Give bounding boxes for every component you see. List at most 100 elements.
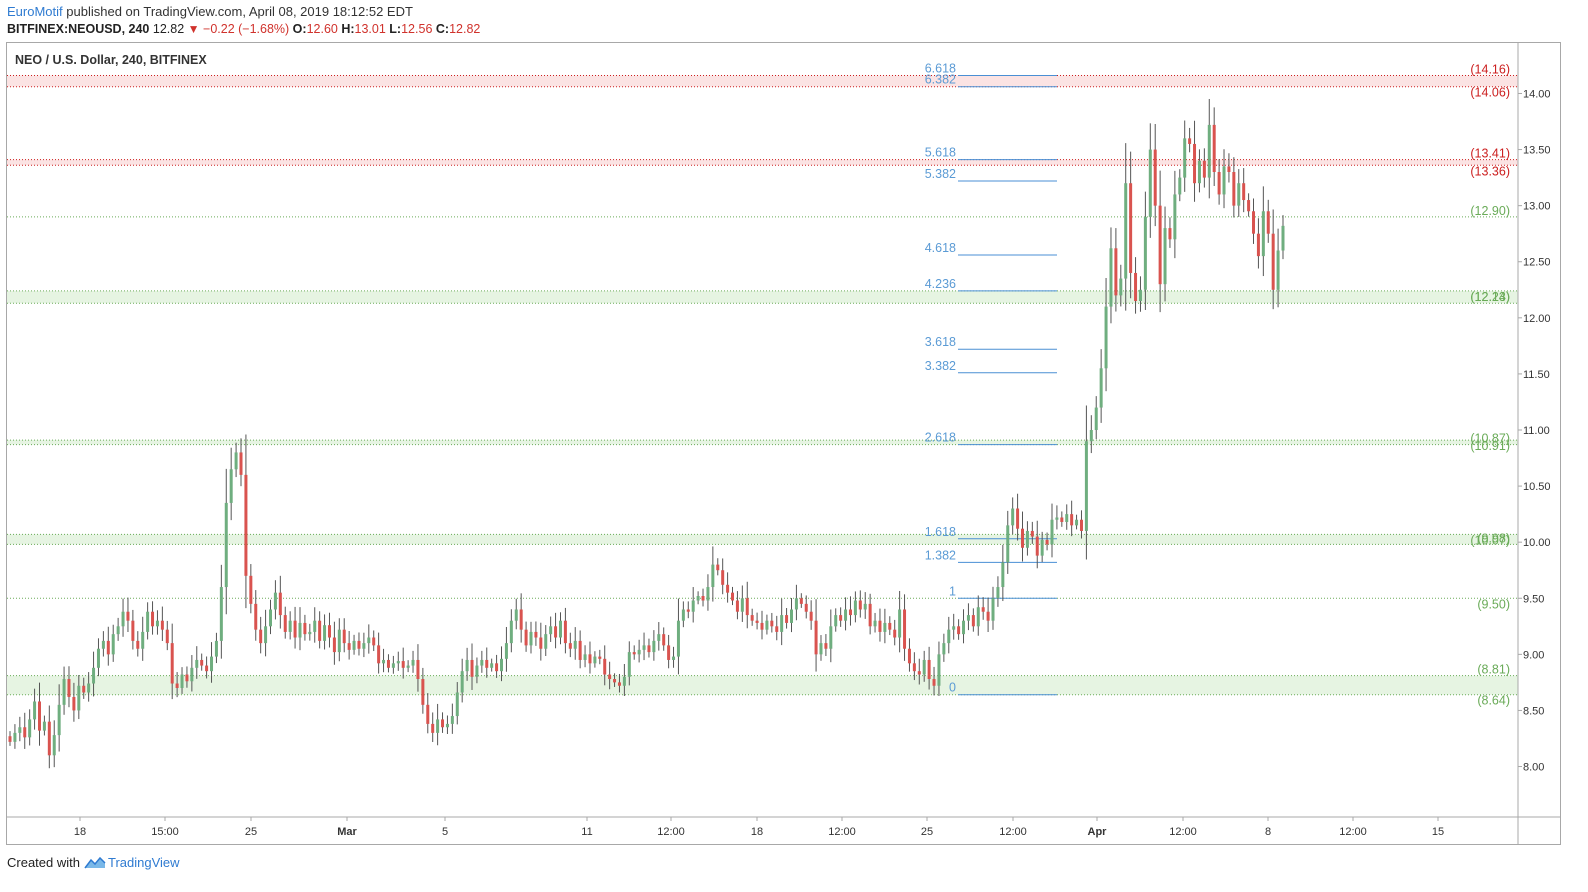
candle-up [155,620,159,627]
candle-down [1134,272,1138,301]
candle-down [686,609,690,612]
candle-down [160,620,164,630]
candle-up [1040,539,1044,556]
candle-down [259,629,263,644]
candle-down [82,685,86,693]
candle-down [804,603,808,612]
level-zone [7,75,1518,87]
candle-up [765,620,769,630]
candle-up [1094,407,1098,430]
candle-down [1168,228,1172,240]
candle-down [416,659,420,680]
candle-up [180,674,184,688]
candle-up [1006,525,1010,563]
candle-down [731,592,735,601]
candle-up [1163,228,1167,285]
candle-down [441,719,445,728]
candle-down [332,637,336,653]
y-tick-label: 11.00 [1523,425,1550,437]
candle-up [966,615,970,621]
x-tick-label: 18 [751,826,763,838]
candle-down [917,671,921,675]
candle-up [1065,514,1069,522]
fib-label: 3.618 [925,335,956,349]
candle-up [96,648,100,668]
x-tick-label: 15:00 [151,826,179,838]
candle-up [1276,250,1280,290]
candle-down [165,629,169,644]
candle-up [514,609,518,621]
candle-down [205,665,209,672]
candle-up [898,609,902,638]
chart-panel[interactable] [6,42,1561,845]
candle-up [367,637,371,644]
candle-down [927,659,931,680]
candle-up [922,659,926,675]
close-value: 12.82 [449,22,481,36]
candle-up [229,469,233,503]
candle-down [1217,172,1221,195]
candle-down [785,615,789,623]
candle-down [485,659,489,668]
y-tick-label: 13.00 [1523,201,1551,213]
candle-up [234,452,238,470]
candle-up [1178,177,1182,195]
candle-up [937,654,941,686]
candle-down [37,701,41,731]
candle-down [775,626,779,632]
candle-up [558,620,562,638]
candle-up [77,685,81,711]
tradingview-brand[interactable]: TradingView [84,855,180,870]
candle-down [716,564,720,571]
candle-down [357,640,361,649]
candle-up [642,645,646,650]
price-change: −0.22 (−1.68%) [203,22,290,36]
candle-down [554,626,558,638]
candle-up [224,502,228,588]
candle-up [549,626,553,635]
candle-up [268,609,272,627]
candle-up [480,659,484,666]
published-text: published on TradingView.com, April 08, … [66,4,413,19]
candle-up [637,649,641,655]
x-tick-label: Apr [1088,826,1108,838]
x-tick-label: 5 [442,826,448,838]
author-link[interactable]: EuroMotif [7,4,63,19]
y-tick-label: 10.00 [1523,537,1551,549]
candle-down [1153,149,1157,206]
candle-down [249,575,253,604]
candle-up [593,656,597,664]
candle-up [1055,517,1059,520]
candle-up [1099,368,1103,408]
level-label: (12.90) [1470,204,1510,218]
candle-down [293,620,297,638]
candle-up [337,629,341,653]
candle-up [13,732,17,742]
candle-down [588,654,592,664]
candle-down [632,652,636,655]
low-value: 12.56 [401,22,433,36]
candle-up [873,620,877,627]
candle-down [932,679,936,686]
candle-down [283,615,287,632]
candle-up [573,640,577,649]
candle-up [711,564,715,588]
candle-down [106,640,110,655]
x-tick-label: 11 [581,826,592,838]
candle-up [210,656,214,672]
x-tick-label: 12:00 [657,826,685,838]
candle-up [583,654,587,660]
candle-down [200,659,204,666]
candle-down [760,622,764,630]
candle-up [146,611,150,632]
candle-down [303,622,307,635]
level-label: (10.87) [1470,432,1510,446]
footer: Created with TradingView [7,855,180,870]
candle-up [460,671,464,693]
candle-down [519,609,523,630]
publish-header: EuroMotif published on TradingView.com, … [7,4,413,19]
candle-down [809,611,813,621]
candle-down [735,600,739,612]
candle-down [126,611,130,621]
